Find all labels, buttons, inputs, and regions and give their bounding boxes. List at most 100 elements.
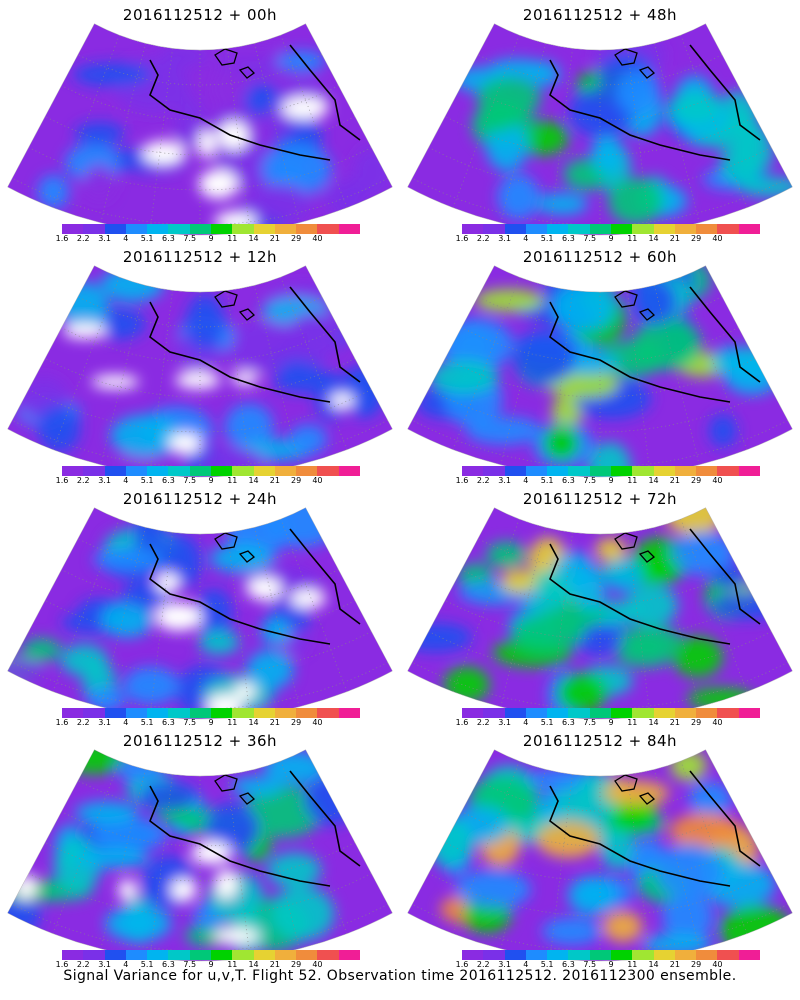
colorbar-tick-label: 14 bbox=[648, 960, 659, 969]
colorbar-tick-label: 6.3 bbox=[162, 960, 175, 969]
colorbar-tick-label: 1.6 bbox=[455, 718, 469, 727]
panel-title: 2016112512 + 72h bbox=[522, 490, 678, 508]
colorbar-tick-label: 2.2 bbox=[476, 234, 490, 243]
colorbar-swatch bbox=[589, 708, 612, 718]
colorbar-swatch bbox=[653, 950, 676, 960]
variance-map bbox=[7, 23, 393, 236]
colorbar-swatch bbox=[232, 708, 255, 718]
colorbar-tick-label: 14 bbox=[248, 234, 259, 243]
colorbar bbox=[62, 950, 361, 960]
colorbar-tick-label: 6.3 bbox=[162, 476, 175, 485]
colorbar-tick-label: 14 bbox=[248, 718, 259, 727]
colorbar-swatch bbox=[125, 466, 148, 476]
colorbar-tick-label: 2.2 bbox=[76, 960, 90, 969]
colorbar-swatch bbox=[462, 466, 484, 476]
colorbar-tick-label: 7.5 bbox=[583, 476, 597, 485]
colorbar-swatch bbox=[632, 224, 655, 234]
colorbar-swatch bbox=[632, 466, 655, 476]
colorbar-tick-label: 9 bbox=[608, 234, 614, 243]
colorbar-swatch bbox=[83, 224, 106, 234]
forecast-panel: 2016112512 + 72h 1.6 2.2 3.1 4 5.1 6.3 7.5 9 11 14… bbox=[400, 484, 800, 727]
colorbar-swatch bbox=[253, 224, 276, 234]
colorbar-tick-label: 1.6 bbox=[455, 960, 469, 969]
colorbar-tick-label: 40 bbox=[712, 234, 723, 243]
colorbar-swatch bbox=[717, 708, 740, 718]
colorbar-tick-label: 4 bbox=[123, 476, 129, 485]
colorbar-swatch bbox=[568, 950, 591, 960]
forecast-panel: 2016112512 + 12h 1.6 2.2 3.1 4 5.1 6.3 7.5 9 11 14… bbox=[0, 242, 400, 485]
colorbar-tick-label: 29 bbox=[291, 234, 302, 243]
colorbar-tick-label: 6.3 bbox=[562, 960, 575, 969]
colorbar-tick-label: 1.6 bbox=[55, 718, 69, 727]
colorbar-swatch bbox=[338, 466, 361, 476]
colorbar-tick-label: 3.1 bbox=[98, 960, 111, 969]
colorbar-swatch bbox=[632, 950, 655, 960]
colorbar-swatch bbox=[189, 466, 212, 476]
colorbar-swatch bbox=[717, 466, 740, 476]
colorbar-swatch bbox=[738, 224, 761, 234]
colorbar-tick-label: 9 bbox=[208, 960, 214, 969]
colorbar-tick-label: 4 bbox=[123, 960, 129, 969]
colorbar-swatch bbox=[338, 950, 361, 960]
colorbar-swatch bbox=[232, 466, 255, 476]
colorbar-swatch bbox=[104, 950, 127, 960]
colorbar-tick-label: 2.2 bbox=[476, 476, 490, 485]
colorbar-swatch bbox=[317, 466, 340, 476]
colorbar-swatch bbox=[611, 466, 633, 476]
colorbar-tick-label: 1.6 bbox=[55, 234, 69, 243]
colorbar-tick-label: 1.6 bbox=[55, 960, 69, 969]
colorbar-tick-label: 5.1 bbox=[140, 234, 154, 243]
colorbar bbox=[462, 224, 761, 234]
colorbar-tick-label: 3.1 bbox=[98, 234, 111, 243]
colorbar-swatch bbox=[125, 224, 148, 234]
variance-map bbox=[407, 23, 793, 236]
colorbar-tick-label: 21 bbox=[669, 718, 680, 727]
colorbar-swatch bbox=[738, 950, 761, 960]
colorbar-tick-label: 40 bbox=[712, 718, 723, 727]
colorbar-swatch bbox=[568, 466, 591, 476]
colorbar-tick-label: 14 bbox=[648, 234, 659, 243]
colorbar-tick-label: 9 bbox=[208, 476, 214, 485]
colorbar-tick-label: 29 bbox=[691, 718, 702, 727]
colorbar-swatch bbox=[274, 466, 297, 476]
colorbar-swatch bbox=[696, 466, 718, 476]
colorbar-swatch bbox=[104, 466, 127, 476]
colorbar-tick-label: 5.1 bbox=[140, 960, 154, 969]
colorbar bbox=[462, 466, 761, 476]
colorbar-tick-label: 11 bbox=[227, 234, 238, 243]
colorbar-swatch bbox=[483, 224, 506, 234]
colorbar-tick-label: 21 bbox=[269, 718, 280, 727]
colorbar-swatch bbox=[525, 466, 548, 476]
colorbar-swatch bbox=[189, 224, 212, 234]
colorbar-swatch bbox=[632, 708, 655, 718]
colorbar-tick-label: 7.5 bbox=[183, 718, 197, 727]
colorbar-swatch bbox=[696, 950, 718, 960]
colorbar-swatch bbox=[483, 708, 506, 718]
colorbar-tick-label: 21 bbox=[669, 234, 680, 243]
colorbar-tick-label: 29 bbox=[291, 960, 302, 969]
variance-map bbox=[407, 749, 793, 962]
colorbar-swatch bbox=[232, 950, 255, 960]
colorbar-swatch bbox=[83, 950, 106, 960]
colorbar bbox=[62, 224, 361, 234]
colorbar-swatch bbox=[525, 224, 548, 234]
colorbar-swatch bbox=[83, 466, 106, 476]
colorbar-swatch bbox=[525, 950, 548, 960]
variance-map bbox=[7, 265, 393, 478]
colorbar-swatch bbox=[696, 708, 718, 718]
colorbar-tick-label: 7.5 bbox=[183, 234, 197, 243]
colorbar-swatch bbox=[504, 950, 527, 960]
colorbar-swatch bbox=[547, 466, 569, 476]
panel-title: 2016112512 + 00h bbox=[122, 6, 278, 24]
colorbar-swatch bbox=[525, 708, 548, 718]
panel-title: 2016112512 + 36h bbox=[122, 732, 278, 750]
colorbar-swatch bbox=[589, 950, 612, 960]
colorbar-swatch bbox=[168, 950, 191, 960]
colorbar-swatch bbox=[338, 224, 361, 234]
colorbar-tick-label: 4 bbox=[523, 718, 529, 727]
panel-title: 2016112512 + 60h bbox=[522, 248, 678, 266]
colorbar-swatch bbox=[253, 708, 276, 718]
colorbar-tick-label: 21 bbox=[269, 960, 280, 969]
colorbar-tick-label: 1.6 bbox=[455, 476, 469, 485]
colorbar-swatch bbox=[547, 224, 569, 234]
